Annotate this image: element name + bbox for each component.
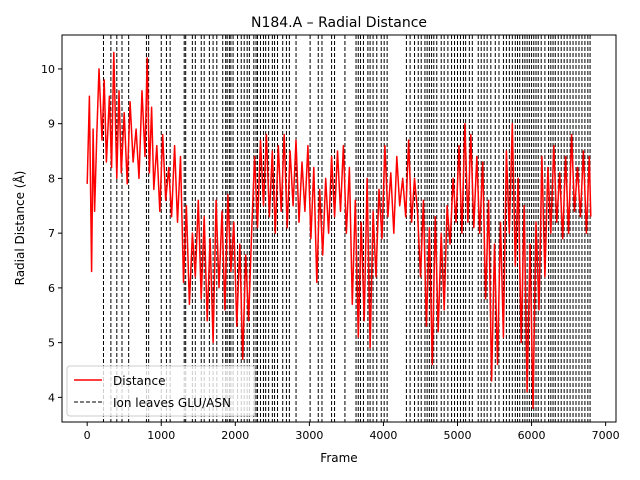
x-tick-label-4: 4000 xyxy=(369,429,397,442)
y-tick-label-5: 9 xyxy=(48,118,55,131)
legend-frame xyxy=(66,365,256,417)
x-tick-label-2: 2000 xyxy=(221,429,249,442)
y-axis: 4 5 6 7 8 9 10 xyxy=(41,63,62,404)
legend-distance-label: Distance xyxy=(113,374,165,388)
distance-series-line xyxy=(86,51,592,410)
chart-title: N184.A – Radial Distance xyxy=(251,15,427,31)
y-tick-label-4: 8 xyxy=(48,172,55,185)
y-tick-label-0: 4 xyxy=(48,391,55,404)
x-axis-label: Frame xyxy=(320,451,357,465)
x-tick-label-0: 0 xyxy=(84,429,91,442)
x-tick-label-5: 5000 xyxy=(444,429,472,442)
x-tick-label-7: 7000 xyxy=(592,429,620,442)
distance-series-group xyxy=(86,51,592,410)
y-tick-label-2: 6 xyxy=(48,282,55,295)
legend-ion-leaves-label: Ion leaves GLU/ASN xyxy=(113,396,231,410)
y-tick-label-1: 5 xyxy=(48,337,55,350)
x-axis: 0 1000 2000 3000 4000 5000 6000 7000 xyxy=(84,422,620,442)
x-tick-label-3: 3000 xyxy=(295,429,323,442)
legend: Distance Ion leaves GLU/ASN xyxy=(66,365,256,417)
x-tick-label-1: 1000 xyxy=(147,429,175,442)
y-tick-label-3: 7 xyxy=(48,227,55,240)
plot-frame xyxy=(61,34,617,423)
y-axis-label: Radial Distance (Å) xyxy=(12,171,27,286)
y-tick-label-6: 10 xyxy=(41,63,55,76)
x-tick-label-6: 6000 xyxy=(518,429,546,442)
